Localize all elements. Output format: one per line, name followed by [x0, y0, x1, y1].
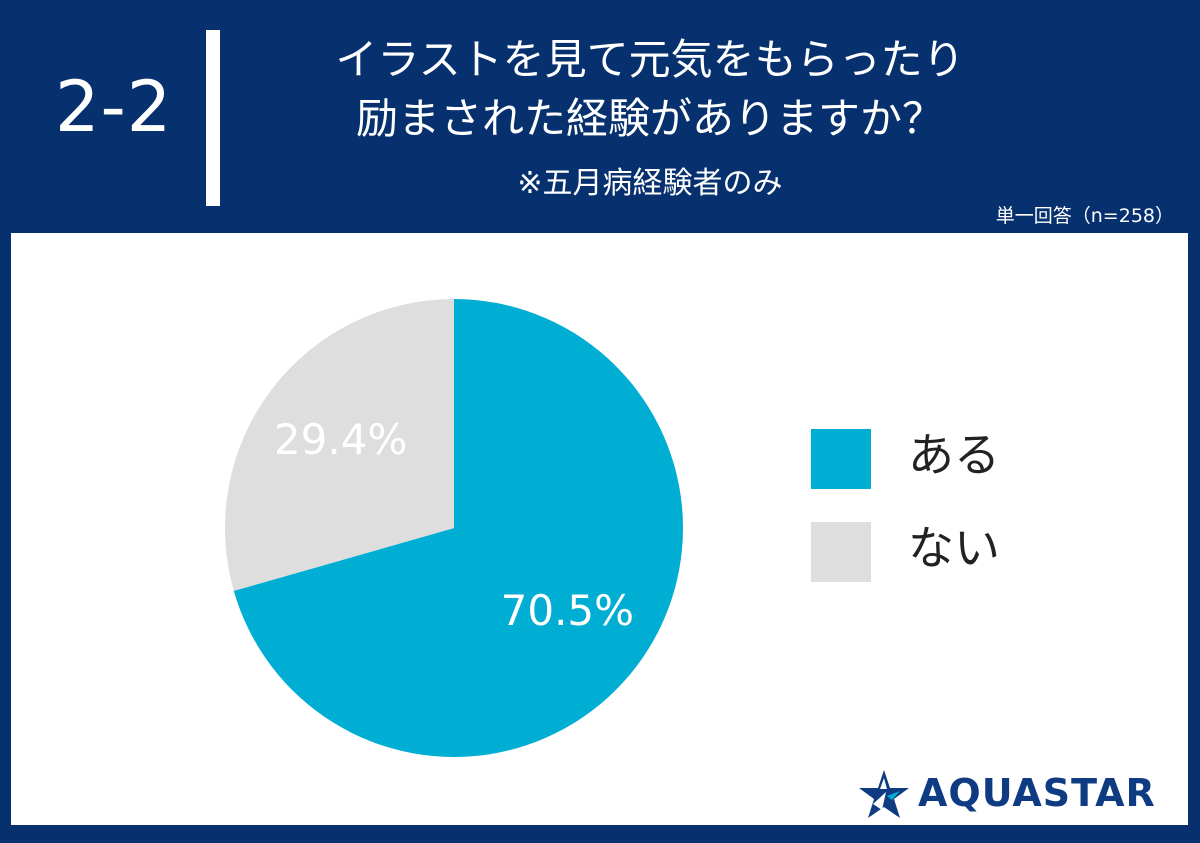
- star-logo-icon: [859, 770, 909, 818]
- brand-name: AQUASTAR: [918, 771, 1156, 815]
- legend-label-aru: ある: [908, 428, 1000, 482]
- pie-slice-aru: [233, 299, 683, 758]
- pie-data-label-nai: 29.4%: [274, 415, 407, 464]
- pie-chart: 70.5% 29.4%: [225, 299, 683, 758]
- chart-panel: 70.5% 29.4% ある ない AQUASTAR: [11, 233, 1188, 825]
- title-line-2: 励まされた経験がありますか？: [355, 94, 944, 143]
- legend-swatch-aru: [811, 429, 871, 489]
- header-divider: [206, 30, 220, 206]
- legend-label-nai: ない: [908, 521, 1000, 575]
- subtitle: ※五月病経験者のみ: [517, 166, 783, 201]
- question-number: 2-2: [55, 66, 173, 148]
- pie-data-label-aru: 70.5%: [501, 586, 634, 635]
- legend-swatch-nai: [811, 522, 871, 582]
- sample-note: 単一回答（n=258）: [995, 205, 1174, 227]
- header: 2-2 イラストを見て元気をもらったり 励まされた経験がありますか？ ※五月病経…: [0, 0, 1200, 232]
- title-line-1: イラストを見て元気をもらったり: [335, 35, 965, 84]
- pie-slice-nai: [225, 299, 454, 591]
